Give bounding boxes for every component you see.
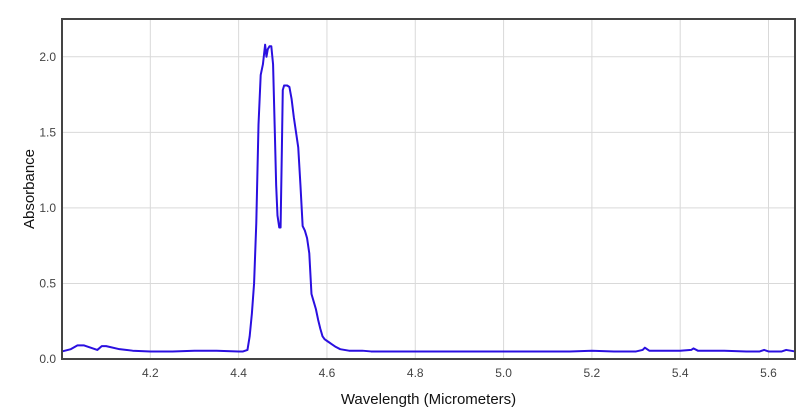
y-tick-label: 0.5 xyxy=(39,276,56,290)
x-tick-labels: 4.2 4.4 4.6 4.8 5.0 5.2 5.4 5.6 xyxy=(142,366,777,380)
y-tick-label: 1.5 xyxy=(39,125,56,139)
y-tick-labels: 0.0 0.5 1.0 1.5 2.0 xyxy=(39,50,56,366)
x-tick-label: 5.0 xyxy=(495,366,512,380)
x-tick-label: 5.2 xyxy=(584,366,601,380)
x-tick-label: 4.4 xyxy=(230,366,247,380)
x-tick-label: 4.8 xyxy=(407,366,424,380)
absorbance-series-line xyxy=(61,43,796,353)
x-tick-label: 4.6 xyxy=(319,366,336,380)
y-tick-label: 2.0 xyxy=(39,50,56,64)
x-tick-label: 5.6 xyxy=(760,366,777,380)
plot-frame xyxy=(61,18,796,360)
y-tick-label: 1.0 xyxy=(39,201,56,215)
x-tick-label: 5.4 xyxy=(672,366,689,380)
y-axis-label: Absorbance xyxy=(21,149,38,229)
grid-lines xyxy=(62,19,795,360)
x-tick-label: 4.2 xyxy=(142,366,159,380)
y-tick-label: 0.0 xyxy=(39,352,56,366)
x-axis-label: Wavelength (Micrometers) xyxy=(341,391,516,408)
